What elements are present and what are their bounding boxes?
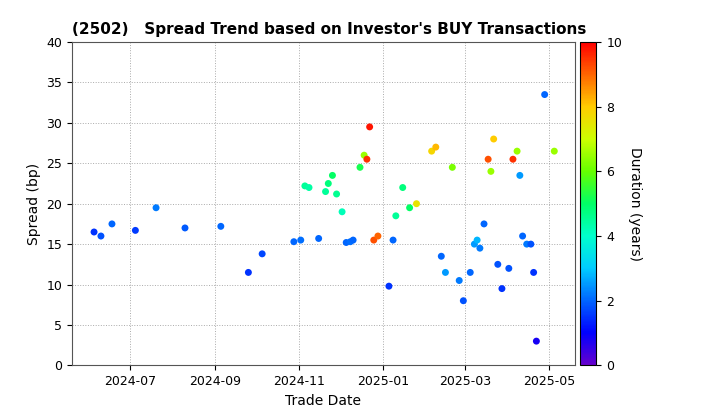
Point xyxy=(496,285,508,292)
Point xyxy=(430,144,441,150)
Point xyxy=(323,180,334,187)
Point xyxy=(503,265,515,272)
Point xyxy=(482,156,494,163)
Point xyxy=(531,338,542,344)
Point xyxy=(485,168,497,175)
Point xyxy=(359,152,370,158)
X-axis label: Trade Date: Trade Date xyxy=(286,394,361,408)
Point xyxy=(179,225,191,231)
Point xyxy=(150,205,162,211)
Point xyxy=(446,164,458,171)
Point xyxy=(341,239,352,246)
Point xyxy=(354,164,366,171)
Point xyxy=(397,184,408,191)
Point xyxy=(383,283,395,289)
Point xyxy=(521,241,533,247)
Point xyxy=(528,269,539,276)
Point xyxy=(327,172,338,179)
Point xyxy=(107,220,118,227)
Point xyxy=(345,238,356,245)
Point xyxy=(517,233,528,239)
Point xyxy=(492,261,503,268)
Point xyxy=(256,250,268,257)
Point xyxy=(215,223,227,230)
Point xyxy=(299,183,310,189)
Point xyxy=(514,172,526,179)
Point xyxy=(336,208,348,215)
Point xyxy=(313,235,325,242)
Point xyxy=(454,277,465,284)
Point xyxy=(478,220,490,227)
Point xyxy=(472,237,483,244)
Y-axis label: Spread (bp): Spread (bp) xyxy=(27,163,41,245)
Point xyxy=(488,136,500,142)
Point xyxy=(404,205,415,211)
Point xyxy=(364,123,375,130)
Point xyxy=(361,156,373,163)
Point xyxy=(464,269,476,276)
Point xyxy=(469,241,480,247)
Point xyxy=(525,241,536,247)
Point xyxy=(288,238,300,245)
Point xyxy=(390,213,402,219)
Text: (2502)   Spread Trend based on Investor's BUY Transactions: (2502) Spread Trend based on Investor's … xyxy=(72,22,586,37)
Point xyxy=(320,188,331,195)
Point xyxy=(458,297,469,304)
Point xyxy=(295,237,307,244)
Point xyxy=(436,253,447,260)
Point xyxy=(549,148,560,155)
Point xyxy=(387,237,399,244)
Point xyxy=(368,237,379,244)
Point xyxy=(372,233,384,239)
Point xyxy=(347,237,359,244)
Point xyxy=(303,184,315,191)
Point xyxy=(511,148,523,155)
Point xyxy=(474,245,486,252)
Point xyxy=(130,227,141,234)
Point xyxy=(440,269,451,276)
Point xyxy=(410,200,422,207)
Point xyxy=(539,91,550,98)
Point xyxy=(426,148,438,155)
Y-axis label: Duration (years): Duration (years) xyxy=(628,147,642,261)
Point xyxy=(243,269,254,276)
Point xyxy=(95,233,107,239)
Point xyxy=(507,156,518,163)
Point xyxy=(330,191,342,197)
Point xyxy=(89,228,100,235)
